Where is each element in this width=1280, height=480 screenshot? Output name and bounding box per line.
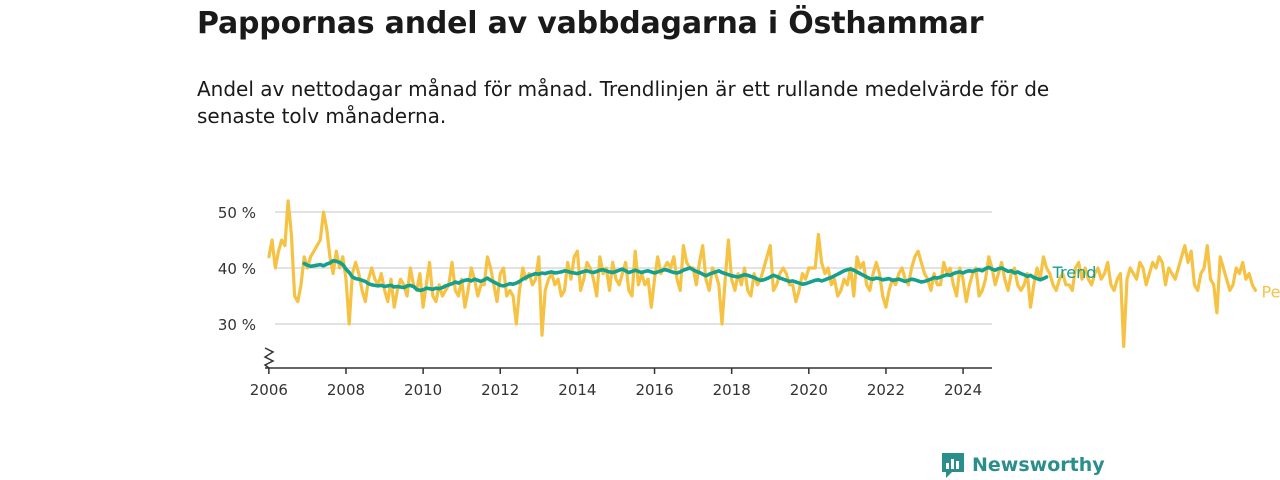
chart-title: Pappornas andel av vabbdagarna i Östhamm… [197, 6, 984, 41]
x-axis [263, 347, 992, 369]
series-line-trend [302, 258, 1049, 293]
y-tick-label: 50 % [218, 204, 256, 222]
x-ticks: 2006 2008 2010 2012 2014 2016 2018 2020 2022 2024 [250, 368, 982, 399]
x-tick-label: 2012 [481, 381, 519, 399]
x-tick-label: 2024 [944, 381, 982, 399]
brand-name: Newsworthy [972, 454, 1105, 476]
x-tick-label: 2014 [558, 381, 596, 399]
chart-subtitle: Andel av nettodagar månad för månad. Tre… [197, 77, 1050, 128]
y-tick-label: 40 % [218, 260, 256, 278]
x-tick-label: 2008 [327, 381, 365, 399]
x-tick-label: 2020 [790, 381, 828, 399]
x-tick-label: 2016 [635, 381, 673, 399]
x-tick-label: 2022 [867, 381, 905, 399]
y-tick-labels: 30 % 40 % 50 % [218, 204, 256, 334]
series-line-per-manad [267, 199, 1258, 348]
newsworthy-logo-icon [942, 453, 964, 478]
x-tick-label: 2018 [713, 381, 751, 399]
y-tick-label: 30 % [218, 316, 256, 334]
x-tick-label: 2010 [404, 381, 442, 399]
x-tick-label: 2006 [250, 381, 288, 399]
axis-break-icon [263, 347, 275, 369]
series-label-per-manad: Per månad [1262, 282, 1280, 301]
brand-logo: Newsworthy [940, 450, 1105, 480]
series-label-trend: Trend [1052, 263, 1097, 282]
